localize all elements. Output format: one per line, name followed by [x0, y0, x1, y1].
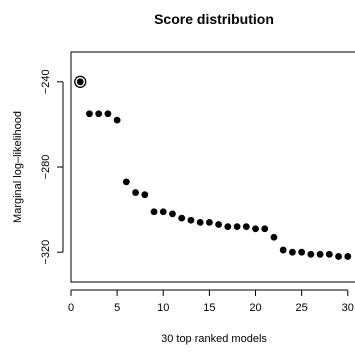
y-tick-label: −280	[40, 155, 52, 180]
data-point	[316, 250, 324, 258]
plot-area-frame	[70, 51, 355, 283]
data-point	[169, 210, 176, 218]
data-point	[224, 223, 232, 231]
data-point	[159, 208, 167, 216]
y-axis-label: Marginal log–likelihood	[12, 111, 24, 223]
data-point	[141, 191, 149, 199]
x-tick-label: 30	[342, 302, 354, 314]
data-point	[344, 253, 352, 260]
y-axis: −240 −280 −320	[40, 69, 64, 265]
x-tick-label: 25	[296, 302, 308, 314]
highlight-ring	[74, 75, 87, 88]
data-point	[150, 208, 158, 216]
data-point	[298, 248, 306, 256]
data-point	[261, 225, 269, 233]
x-tick-label: 15	[203, 302, 215, 314]
data-point	[289, 248, 296, 256]
y-tick-label: −320	[40, 240, 52, 265]
x-tick-label: 20	[249, 302, 261, 314]
x-tick-label: 0	[68, 302, 74, 314]
data-point	[132, 189, 139, 196]
data-point	[187, 216, 195, 224]
data-point	[233, 223, 241, 231]
data-point	[279, 246, 287, 254]
data-point	[76, 78, 84, 86]
y-tick-label: −240	[40, 69, 52, 94]
data-point	[215, 221, 223, 228]
x-tick-label: 10	[157, 302, 169, 314]
data-point	[104, 110, 112, 118]
data-point	[252, 225, 259, 233]
data-point	[178, 214, 186, 222]
data-point	[122, 178, 130, 186]
chart-title: Score distribution	[154, 11, 274, 27]
x-axis-label: 30 top ranked models	[161, 333, 267, 345]
data-point	[95, 110, 103, 118]
data-point	[113, 116, 121, 124]
data-point	[242, 223, 250, 231]
x-axis: 0 5 10 15 20 25 30	[68, 289, 354, 314]
x-tick-label: 5	[114, 302, 120, 314]
data-point	[270, 233, 278, 241]
data-point	[335, 253, 342, 260]
data-points	[74, 75, 352, 260]
data-point	[325, 250, 333, 258]
data-point	[307, 250, 315, 258]
data-point	[205, 218, 213, 226]
data-point	[196, 218, 204, 226]
data-point	[86, 110, 93, 118]
